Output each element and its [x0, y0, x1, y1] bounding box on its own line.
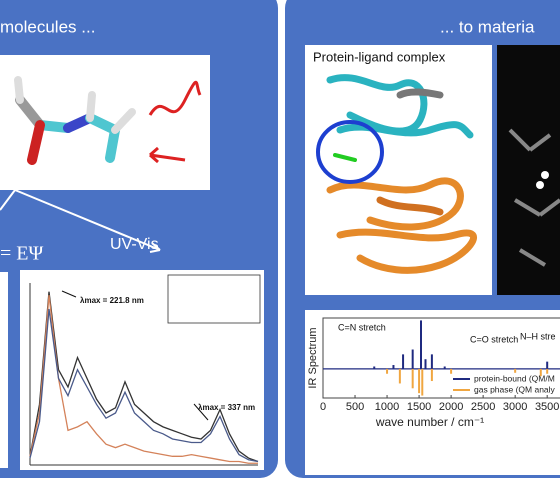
legend-label: gas phase (QM analy [474, 384, 556, 394]
red-arrow [149, 146, 186, 164]
dark-image [497, 45, 560, 295]
uv-line [29, 308, 259, 463]
legend-label: protein-bound (QM/M [474, 373, 555, 383]
annotation-arrow [193, 403, 209, 421]
annotation-arrow [61, 290, 77, 298]
uv-line [29, 295, 258, 464]
ir-chart-box [305, 310, 560, 475]
annotation: C=N stretch [338, 322, 386, 332]
left-title: molecules ... [0, 17, 95, 36]
annotation: C=O stretch [470, 334, 518, 344]
protein-ribbons [326, 74, 478, 274]
molecule [14, 76, 136, 165]
white-arrows [0, 189, 161, 253]
arrow-label: UV-Vis [110, 236, 159, 253]
x-tick-label: 3000 [503, 401, 527, 413]
uv-legend [167, 274, 261, 324]
plot-frame [322, 317, 560, 399]
x-tick-label: 1500 [407, 401, 431, 413]
annotation: N–H stre [520, 331, 556, 341]
x-tick-label: 2000 [439, 401, 463, 413]
protein-label: Protein-ligand complex [313, 49, 446, 64]
x-axis-label: wave number / cm⁻¹ [375, 415, 484, 429]
highlight-circle [316, 120, 384, 184]
x-tick-label: 1000 [375, 401, 399, 413]
y-axis-label: IR Spectrum [307, 327, 319, 388]
x-tick-label: 2500 [471, 401, 495, 413]
x-tick-label: 500 [346, 401, 364, 413]
dark-sticks [508, 128, 560, 267]
x-tick-label: 0 [320, 401, 326, 413]
right-title: ... to materia [440, 17, 535, 36]
equation: = EΨ [0, 243, 43, 265]
annotation: λmax = 221.8 nm [80, 296, 144, 305]
cropped-box [0, 272, 8, 468]
x-tick-label: 3500 [535, 401, 559, 413]
ir-chart: 0 500 1000 1500 2000 2500 3000 3500 wave number … [307, 317, 560, 429]
annotation: λmax = 337 nm [198, 403, 255, 412]
uv-line [29, 291, 259, 463]
red-wave [148, 81, 202, 116]
